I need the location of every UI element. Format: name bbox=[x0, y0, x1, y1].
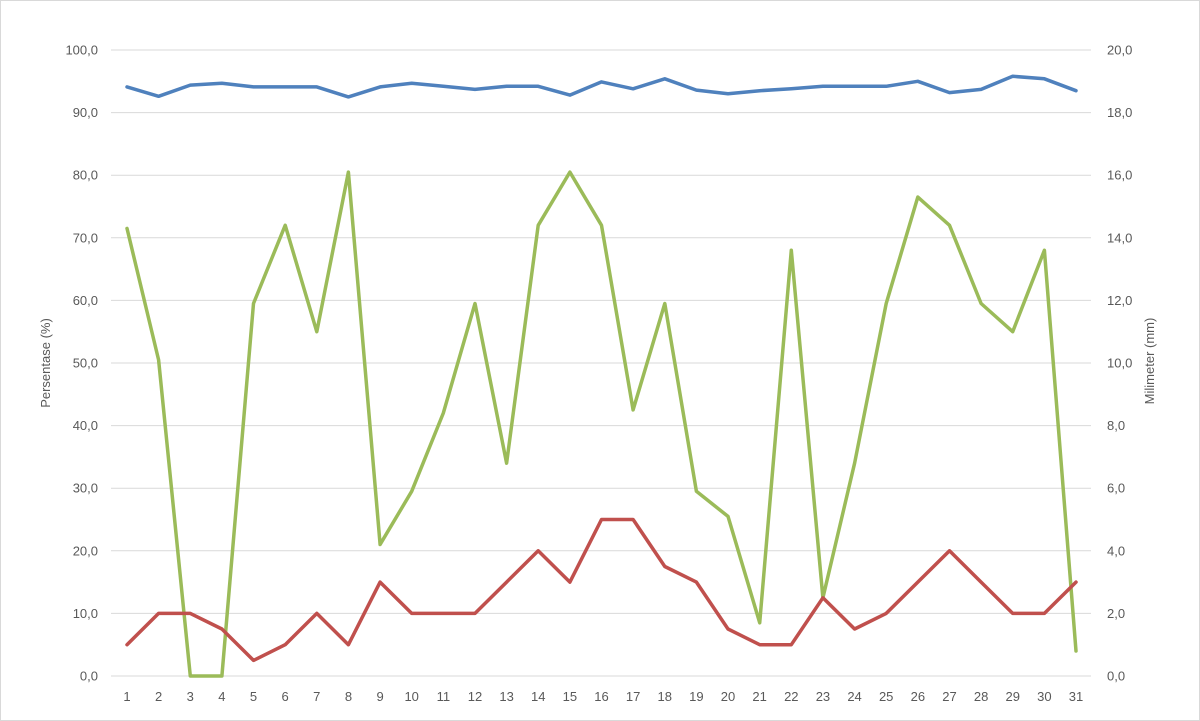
x-tick-label: 21 bbox=[752, 689, 766, 704]
left-tick-label: 0,0 bbox=[80, 669, 98, 684]
x-tick-label: 19 bbox=[689, 689, 703, 704]
right-tick-label: 0,0 bbox=[1107, 669, 1125, 684]
right-tick-label: 14,0 bbox=[1107, 230, 1132, 245]
x-tick-label: 22 bbox=[784, 689, 798, 704]
left-axis-title: Persentase (%) bbox=[38, 318, 53, 408]
left-tick-label: 70,0 bbox=[73, 230, 98, 245]
right-tick-label: 8,0 bbox=[1107, 418, 1125, 433]
right-tick-label: 2,0 bbox=[1107, 606, 1125, 621]
x-tick-label: 13 bbox=[499, 689, 513, 704]
x-tick-label: 3 bbox=[187, 689, 194, 704]
x-tick-label: 30 bbox=[1037, 689, 1051, 704]
left-tick-label: 60,0 bbox=[73, 293, 98, 308]
x-tick-label: 5 bbox=[250, 689, 257, 704]
series-lines bbox=[125, 74, 1078, 678]
left-tick-label: 100,0 bbox=[65, 43, 98, 58]
x-tick-label: 28 bbox=[974, 689, 988, 704]
x-tick-label: 14 bbox=[531, 689, 545, 704]
gridlines bbox=[111, 49, 1091, 677]
x-tick-label: 11 bbox=[437, 689, 451, 704]
x-tick-label: 29 bbox=[1005, 689, 1019, 704]
right-tick-label: 4,0 bbox=[1107, 543, 1125, 558]
x-tick-label: 12 bbox=[468, 689, 482, 704]
x-tick-label: 10 bbox=[404, 689, 418, 704]
left-tick-label: 10,0 bbox=[73, 606, 98, 621]
x-tick-label: 15 bbox=[563, 689, 577, 704]
left-axis-ticks: 0,0 10,0 20,0 30,0 40,0 50,0 60,0 70,0 80,0 90,0 1… bbox=[65, 43, 98, 684]
x-tick-label: 4 bbox=[218, 689, 225, 704]
right-axis-title: Milimeter (mm) bbox=[1142, 318, 1157, 405]
x-tick-label: 26 bbox=[911, 689, 925, 704]
x-tick-label: 6 bbox=[282, 689, 289, 704]
x-tick-label: 25 bbox=[879, 689, 893, 704]
left-tick-label: 20,0 bbox=[73, 543, 98, 558]
left-tick-label: 30,0 bbox=[73, 481, 98, 496]
right-tick-label: 18,0 bbox=[1107, 105, 1132, 120]
x-tick-label: 8 bbox=[345, 689, 352, 704]
left-tick-label: 50,0 bbox=[73, 356, 98, 371]
x-tick-label: 2 bbox=[155, 689, 162, 704]
right-tick-label: 16,0 bbox=[1107, 168, 1132, 183]
x-tick-label: 16 bbox=[594, 689, 608, 704]
x-tick-label: 1 bbox=[123, 689, 130, 704]
x-tick-label: 24 bbox=[847, 689, 861, 704]
right-tick-label: 6,0 bbox=[1107, 481, 1125, 496]
x-axis-ticks: 1 2 3 4 5 6 7 8 9 10 11 12 13 14 15 16 17 18 19 20 21 22 23 24 2… bbox=[123, 689, 1083, 704]
series-line-2 bbox=[125, 170, 1078, 678]
right-tick-label: 10,0 bbox=[1107, 356, 1132, 371]
x-tick-label: 18 bbox=[658, 689, 672, 704]
left-tick-label: 90,0 bbox=[73, 105, 98, 120]
x-tick-label: 9 bbox=[376, 689, 383, 704]
x-tick-label: 7 bbox=[313, 689, 320, 704]
x-tick-label: 31 bbox=[1069, 689, 1083, 704]
right-tick-label: 12,0 bbox=[1107, 293, 1132, 308]
right-tick-label: 20,0 bbox=[1107, 43, 1132, 58]
left-tick-label: 40,0 bbox=[73, 418, 98, 433]
series-line-1 bbox=[125, 74, 1078, 99]
left-tick-label: 80,0 bbox=[73, 168, 98, 183]
x-tick-label: 27 bbox=[942, 689, 956, 704]
x-tick-label: 23 bbox=[816, 689, 830, 704]
x-tick-label: 17 bbox=[626, 689, 640, 704]
series-line-3 bbox=[125, 517, 1078, 663]
right-axis-ticks: 0,0 2,0 4,0 6,0 8,0 10,0 12,0 14,0 16,0 18,0 20,0 bbox=[1107, 43, 1132, 684]
x-tick-label: 20 bbox=[721, 689, 735, 704]
